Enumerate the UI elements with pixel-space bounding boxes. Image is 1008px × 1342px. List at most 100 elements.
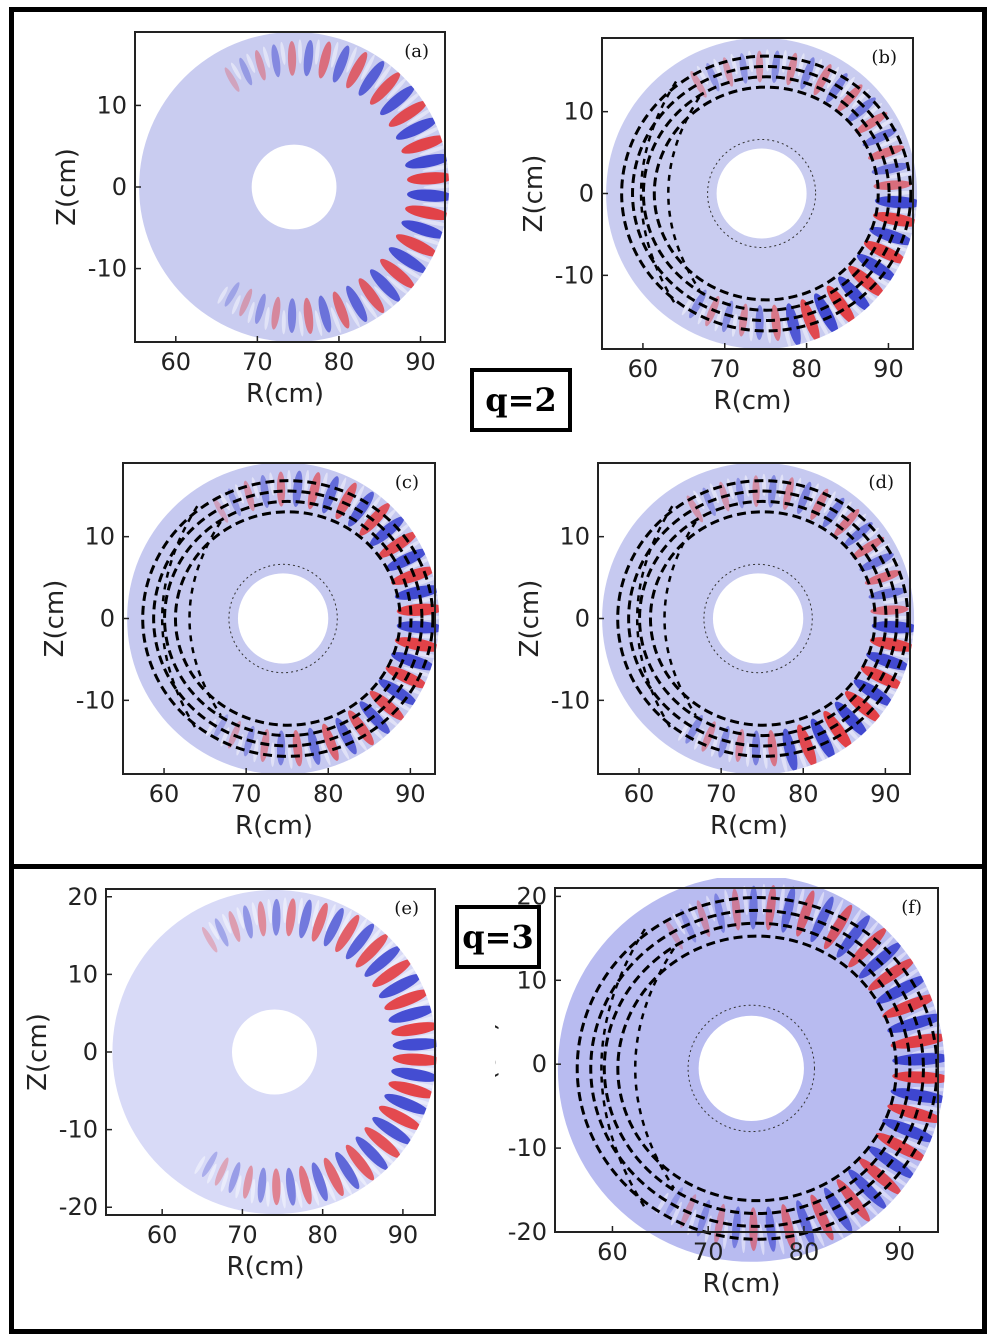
wave-band-highlight — [413, 235, 445, 246]
x-tick-label: 90 — [884, 1238, 915, 1266]
wave-band-highlight — [374, 286, 395, 309]
wave-band — [311, 1162, 328, 1202]
x-tick-label: 90 — [405, 348, 436, 376]
axes-box — [554, 887, 939, 1233]
wave-band-highlight — [396, 681, 426, 697]
orbit-trace-left — [635, 505, 674, 732]
wave-band — [214, 918, 229, 947]
wave-band-highlight — [360, 1154, 383, 1178]
wave-band-highlight — [280, 41, 286, 65]
orbit-trace-left — [600, 928, 646, 1209]
orbit-traces — [616, 479, 910, 758]
wave-band-highlight — [222, 913, 232, 934]
wave-band-highlight — [883, 153, 909, 163]
wave-band-highlight — [888, 1152, 924, 1172]
wave-band-highlight — [371, 1144, 396, 1166]
wave-band — [690, 70, 707, 98]
wave-band-highlight — [762, 743, 768, 769]
wave-band — [706, 63, 720, 92]
wave-band — [345, 1144, 375, 1181]
wave-band — [239, 288, 253, 317]
wave-band-highlight — [295, 1180, 303, 1208]
wave-band-highlight — [406, 1082, 437, 1089]
wave-band-highlight — [311, 899, 320, 927]
wave-band — [768, 475, 777, 508]
wave-band — [228, 911, 241, 942]
wave-band-highlight — [230, 62, 242, 80]
wave-band — [355, 934, 388, 968]
wave-band — [810, 1194, 834, 1241]
wave-band — [271, 44, 281, 78]
wave-band-highlight — [330, 307, 342, 334]
wave-band-highlight — [881, 241, 913, 253]
wave-band-highlight — [823, 491, 836, 514]
wave-band-highlight — [267, 898, 273, 924]
x-tick-label: 90 — [388, 1221, 419, 1249]
wave-band — [401, 135, 446, 154]
panel-d: 60 70 80 90 -10 0 10 R(cm) Z(cm) (d) — [515, 462, 915, 841]
orbit-ring — [652, 85, 880, 302]
wave-band — [224, 282, 240, 307]
orbit-ring — [627, 489, 899, 748]
wave-band-highlight — [422, 202, 450, 208]
wave-band — [257, 1167, 267, 1203]
wave-band-highlight — [419, 219, 450, 227]
wave-band — [862, 128, 897, 147]
x-tick-label: 70 — [242, 348, 273, 376]
wave-band-highlight — [396, 538, 424, 557]
wave-band-highlight — [280, 1181, 286, 1209]
wave-band — [335, 914, 360, 953]
wave-band-highlight — [862, 696, 891, 715]
wave-band-highlight — [870, 118, 894, 134]
wave-band — [686, 495, 704, 523]
wave-band-highlight — [335, 1169, 353, 1196]
wave-band-highlight — [402, 1096, 435, 1106]
wave-band — [859, 552, 894, 572]
wave-band — [837, 84, 863, 112]
orbit-traces — [141, 479, 435, 758]
wave-band-highlight — [710, 734, 719, 757]
wave-band — [664, 919, 684, 950]
wave-band — [303, 297, 314, 334]
q2-label: q=2 — [470, 368, 572, 432]
wave-field — [217, 39, 450, 337]
y-tick-label: 10 — [67, 960, 98, 988]
wave-band-highlight — [423, 184, 450, 189]
wave-band — [823, 710, 853, 750]
y-tick-label: 10 — [516, 966, 547, 994]
x-tick-label: 80 — [788, 780, 819, 808]
wave-band — [800, 299, 820, 342]
wave-band — [372, 1116, 412, 1145]
wave-band — [369, 72, 401, 105]
wave-band — [855, 112, 888, 134]
q3-group-frame — [9, 864, 987, 1334]
panel-c: 60 70 80 90 -10 0 10 R(cm) Z(cm) (c) — [40, 462, 440, 841]
orbit-ring — [152, 489, 424, 748]
wave-band-highlight — [884, 615, 911, 621]
wave-band — [847, 97, 876, 123]
panel-a: 60 70 80 90 -10 0 10 R(cm) Z(cm) (a) — [52, 31, 450, 409]
wave-band — [696, 900, 711, 938]
wave-band — [378, 1105, 422, 1131]
wave-band — [201, 1151, 218, 1178]
wave-band-highlight — [269, 472, 275, 496]
wave-band — [388, 100, 427, 127]
y-tick-label: 0 — [112, 173, 127, 201]
wave-band — [405, 205, 450, 221]
orbit-ring — [631, 64, 902, 323]
wave-band-highlight — [814, 311, 831, 341]
wave-band — [321, 476, 339, 514]
panel-f: 60 70 80 90 -20 -10 0 10 20 R(cm) Z(cm) (f) — [495, 878, 945, 1299]
annulus-hole — [716, 148, 807, 239]
wave-band — [214, 1157, 229, 1186]
wave-band — [254, 50, 266, 81]
wave-band — [372, 959, 412, 988]
wave-band-highlight — [194, 1156, 206, 1174]
wave-band — [834, 701, 868, 738]
wave-band — [391, 1067, 437, 1082]
wave-band-highlight — [386, 695, 414, 713]
wave-band — [242, 905, 253, 939]
wave-band-highlight — [270, 742, 275, 767]
wave-band-highlight — [314, 39, 320, 65]
wave-band — [242, 1165, 253, 1199]
